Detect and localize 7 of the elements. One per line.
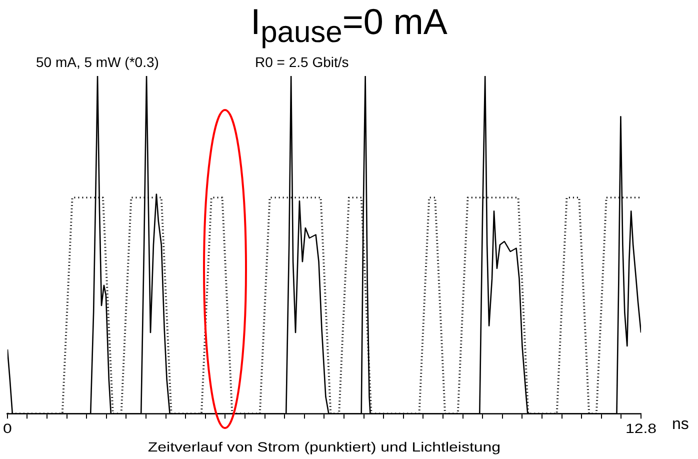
text: R0 = 2.5 Gbit/s: [255, 54, 349, 70]
chart-title: I$_{pause}$=0 mA: [250, 0, 448, 52]
x-tick-label: 12.8: [625, 422, 657, 436]
text: ns: [672, 416, 689, 434]
x-tick-label: 0: [3, 422, 12, 436]
x-axis-title: Zeitverlauf von Strom (punktiert) und Lichtleistung: [148, 440, 501, 455]
text: 50 mA, 5 mW (*0.3): [36, 54, 159, 70]
